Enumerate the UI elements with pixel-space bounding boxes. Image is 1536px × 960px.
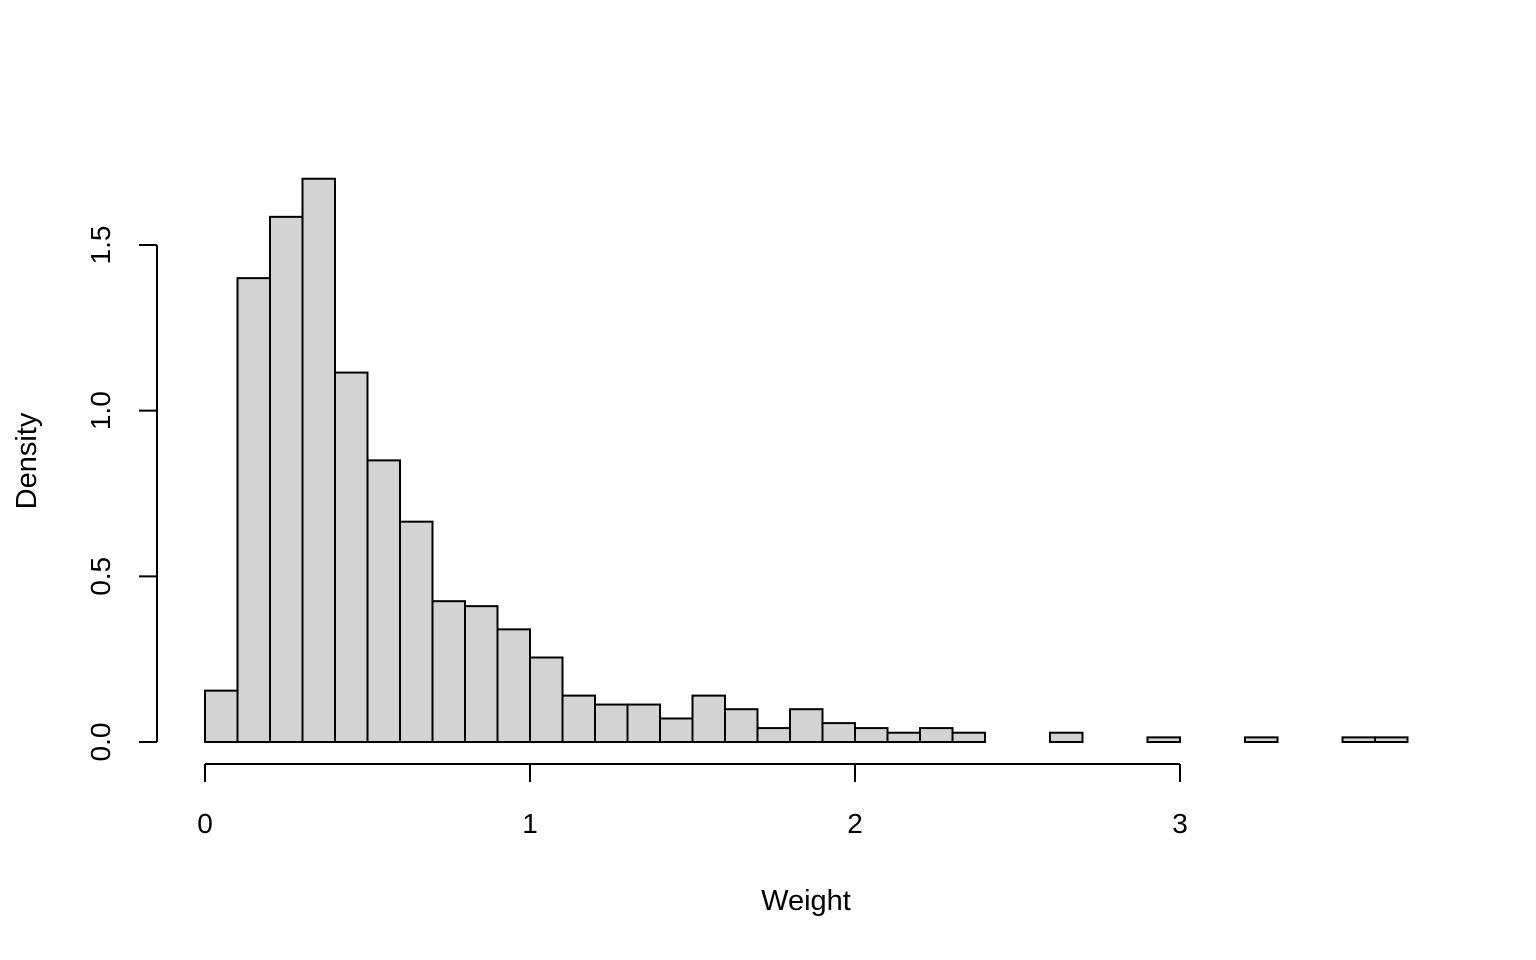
histogram-bar bbox=[561, 694, 596, 743]
y-axis-title: Density bbox=[11, 412, 43, 509]
x-tick-label: 3 bbox=[1172, 808, 1188, 839]
histogram-bar bbox=[659, 717, 694, 744]
x-tick-label: 1 bbox=[522, 808, 538, 839]
x-tick-label: 2 bbox=[847, 808, 863, 839]
histogram-bar bbox=[334, 371, 369, 743]
histogram-bar bbox=[269, 215, 304, 743]
histogram-bar bbox=[1049, 731, 1084, 744]
x-axis-title: Weight bbox=[761, 885, 851, 917]
y-axis: 0.0 0.5 1.0 1.5 bbox=[85, 226, 158, 762]
histogram-bar bbox=[854, 727, 889, 744]
histogram-bar bbox=[1244, 736, 1279, 744]
histogram-bar bbox=[1374, 736, 1409, 744]
histogram-bar bbox=[756, 727, 791, 744]
histogram-bar bbox=[204, 689, 239, 744]
x-tick-label: 0 bbox=[197, 808, 213, 839]
histogram-bar bbox=[919, 727, 954, 744]
y-tick-label: 1.0 bbox=[85, 391, 116, 430]
y-tick-label: 0.5 bbox=[85, 557, 116, 596]
histogram-bar bbox=[594, 703, 629, 743]
histogram-bar bbox=[724, 708, 759, 743]
histogram-bar bbox=[626, 703, 661, 743]
histogram-bar bbox=[1146, 736, 1181, 744]
histogram-bar bbox=[821, 722, 856, 744]
x-axis: 0 1 2 3 bbox=[197, 763, 1188, 839]
histogram-bar bbox=[886, 731, 921, 744]
y-tick-label: 1.5 bbox=[85, 226, 116, 265]
histogram-bar bbox=[464, 605, 499, 744]
histogram-bar bbox=[366, 459, 401, 743]
histogram-bar bbox=[789, 708, 824, 743]
histogram-bar bbox=[496, 628, 531, 743]
histogram-bar bbox=[431, 600, 466, 743]
histogram-bar bbox=[301, 177, 336, 743]
histogram-bar bbox=[951, 731, 986, 744]
y-tick-label: 0.0 bbox=[85, 723, 116, 762]
histogram-bar bbox=[529, 656, 564, 744]
histogram-bar bbox=[691, 694, 726, 743]
histogram-bar bbox=[1341, 736, 1376, 744]
histogram-bar bbox=[399, 520, 434, 743]
bars-group bbox=[204, 177, 1409, 744]
histogram-bar bbox=[236, 277, 271, 743]
